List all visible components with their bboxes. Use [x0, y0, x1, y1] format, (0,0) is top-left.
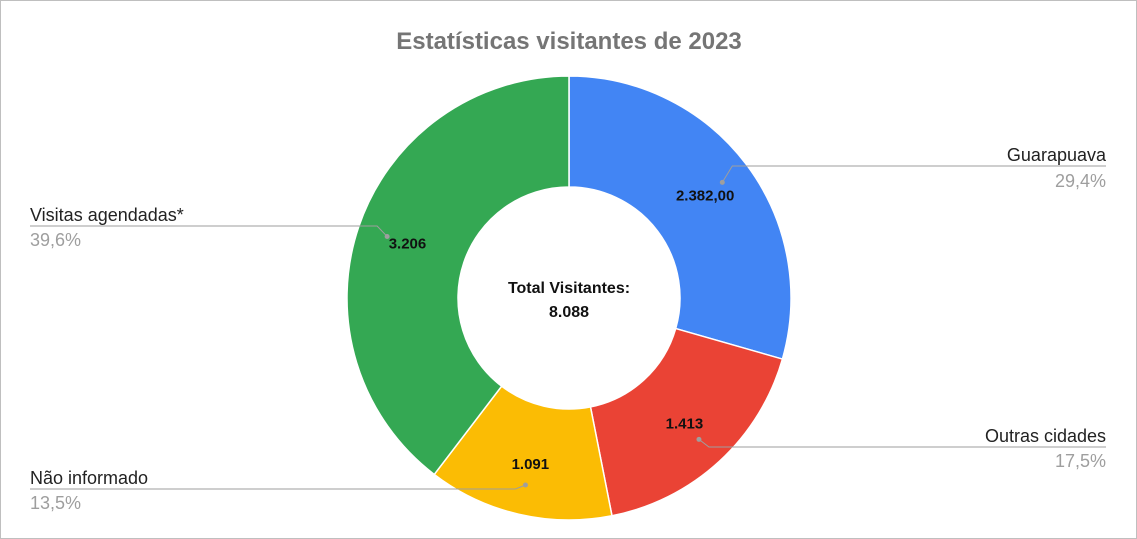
center-total-value: 8.088 [549, 304, 589, 321]
labels-group: 2.382,00 Guarapuava 29,4% 1.413 Outras cidad… [30, 145, 1107, 513]
chart-title: Estatísticas visitantes de 2023 [396, 28, 742, 55]
slice-1 [589, 327, 784, 517]
leader-line-2 [30, 484, 526, 490]
slice-name-label-3: Visitas agendadas* [30, 205, 184, 225]
center-total-label: Total Visitantes: [508, 280, 630, 297]
slices-group [346, 75, 792, 521]
leader-line-3 [30, 225, 388, 237]
slice-3 [346, 75, 570, 476]
leader-dot-2 [522, 482, 528, 488]
slice-name-label-1: Outras cidades [985, 426, 1106, 446]
leader-lines-group [30, 165, 1106, 490]
slice-percent-label-1: 17,5% [1055, 451, 1106, 471]
slice-2 [433, 385, 613, 521]
slice-value-label-1: 1.413 [666, 416, 704, 433]
slice-name-label-0: Guarapuava [1007, 145, 1107, 165]
leader-dot-1 [696, 436, 702, 442]
slice-name-label-2: Não informado [30, 468, 148, 488]
slice-percent-label-2: 13,5% [30, 493, 81, 513]
slice-value-label-2: 1.091 [512, 456, 550, 473]
slice-value-label-0: 2.382,00 [676, 187, 734, 204]
leader-dot-3 [384, 233, 390, 239]
leader-line-1 [698, 438, 1106, 448]
slice-percent-label-0: 29,4% [1055, 171, 1106, 191]
slice-value-label-3: 3.206 [389, 235, 427, 252]
leader-line-0 [721, 165, 1106, 183]
slice-0 [568, 75, 792, 361]
slice-percent-label-3: 39,6% [30, 230, 81, 250]
leader-dot-0 [719, 179, 725, 185]
